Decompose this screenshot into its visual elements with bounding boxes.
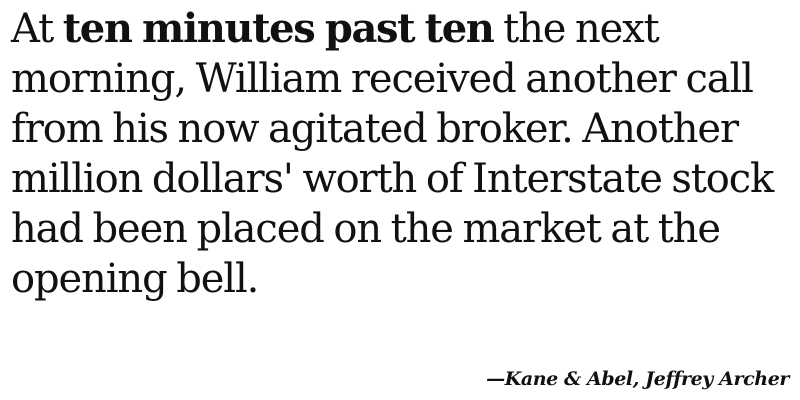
quote-attribution: —Kane & Abel, Jeffrey Archer bbox=[486, 368, 789, 390]
quote-text: At ten minutes past ten the next morning… bbox=[11, 4, 774, 304]
quote-line-2: morning, William received another call bbox=[11, 56, 754, 102]
quote-line-3: from his now agitated broker. Another bbox=[11, 106, 739, 152]
quote-line-6: opening bell. bbox=[11, 256, 259, 302]
quote-line-1-suffix: the next bbox=[493, 6, 660, 52]
quote-line-4: million dollars' worth of Interstate sto… bbox=[11, 156, 774, 202]
quote-line-1: At ten minutes past ten the next bbox=[11, 4, 771, 54]
quote-emphasis: ten minutes past ten bbox=[62, 5, 495, 52]
quote-line-5: had been placed on the market at the bbox=[11, 206, 721, 252]
quote-line-1-prefix: At bbox=[11, 6, 63, 52]
